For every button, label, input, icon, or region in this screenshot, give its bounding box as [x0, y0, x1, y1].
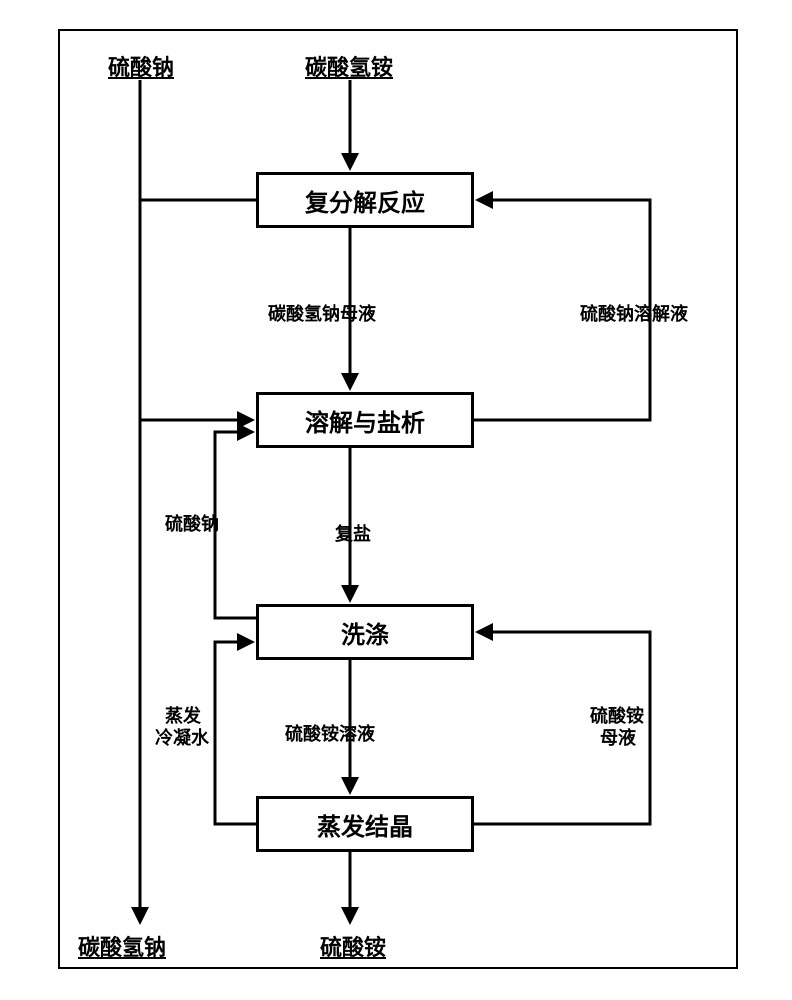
node-metathesis: 复分解反应 — [256, 172, 474, 228]
node-metathesis-label: 复分解反应 — [305, 183, 425, 218]
edge-label-na2so4: 硫酸钠 — [165, 510, 219, 536]
edge-label-ammonium-sulfate-solution: 硫酸铵溶液 — [285, 720, 375, 746]
output-ammonium-sulfate: 硫酸铵 — [320, 930, 386, 962]
input-sodium-sulfate: 硫酸钠 — [108, 50, 174, 82]
node-evaporation-crystallization: 蒸发结晶 — [256, 796, 474, 852]
node-dissolve-saltout: 溶解与盐析 — [256, 392, 474, 448]
output-sodium-bicarbonate: 碳酸氢钠 — [78, 930, 166, 962]
node-evap-label: 蒸发结晶 — [317, 807, 413, 842]
input-ammonium-bicarbonate: 碳酸氢铵 — [305, 50, 393, 82]
edge-label-evap-condensate-2: 冷凝水 — [155, 724, 209, 750]
node-dissolve-label: 溶解与盐析 — [305, 403, 425, 438]
edge-label-na2so4-solution: 硫酸钠溶解液 — [580, 300, 688, 326]
edge-label-ammonium-sulfate-mother-2: 母液 — [600, 724, 636, 750]
edge-label-double-salt: 复盐 — [335, 520, 371, 546]
edge-label-nahco3-mother-liquor: 碳酸氢钠母液 — [268, 300, 376, 326]
node-wash: 洗涤 — [256, 604, 474, 660]
node-wash-label: 洗涤 — [341, 615, 389, 650]
